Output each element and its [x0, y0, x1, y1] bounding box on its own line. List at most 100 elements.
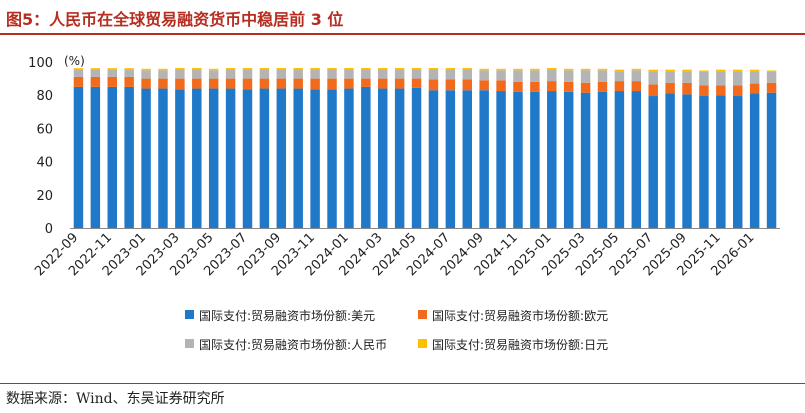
bar-segment-series-3	[90, 68, 101, 70]
bar-group-2023-07	[242, 67, 253, 228]
source-rule	[0, 383, 805, 384]
bar-segment-series-3	[361, 67, 371, 70]
bar-group-2024-08	[462, 67, 472, 228]
bar-segment-series-0	[344, 88, 354, 228]
bar-segment-series-0	[733, 96, 743, 228]
bar-segment-series-3	[648, 69, 658, 72]
bar-segment-series-2	[496, 70, 506, 81]
bar-segment-series-0	[293, 88, 303, 228]
bar-segment-series-2	[394, 69, 405, 79]
bar-segment-series-1	[90, 76, 101, 87]
bar-segment-series-0	[631, 91, 642, 228]
legend-label: 国际支付:贸易融资市场份额:欧元	[432, 308, 608, 323]
x-axis: 2022-092022-112023-012023-032023-052023-…	[32, 228, 780, 279]
y-tick-label: 80	[36, 89, 53, 104]
bar-segment-series-2	[479, 70, 489, 81]
bar-group-2022-11	[107, 68, 117, 229]
bar-group-2023-03	[175, 67, 185, 228]
bar-group-2023-04	[192, 67, 202, 228]
bar-segment-series-2	[276, 69, 287, 79]
bar-segment-series-2	[73, 69, 84, 77]
bar-group-2024-09	[479, 68, 489, 228]
bar-segment-series-3	[614, 69, 625, 72]
bar-group-2026-01	[749, 69, 760, 228]
bar-group-2022-09	[73, 68, 84, 229]
bar-segment-series-0	[445, 90, 456, 228]
bar-segment-series-1	[530, 81, 540, 92]
bar-segment-series-3	[547, 67, 557, 70]
bar-segment-series-2	[428, 69, 439, 80]
bar-segment-series-0	[175, 89, 185, 228]
bar-segment-series-0	[107, 86, 117, 229]
bar-segment-series-3	[479, 68, 489, 71]
bar-segment-series-3	[631, 68, 642, 71]
bar-segment-series-0	[766, 92, 777, 229]
bar-segment-series-2	[411, 69, 422, 79]
bar-group-2024-01	[344, 67, 354, 228]
bar-segment-series-2	[597, 70, 608, 82]
bar-segment-series-0	[479, 90, 489, 228]
bar-segment-series-3	[394, 67, 405, 70]
bar-segment-series-1	[428, 79, 439, 91]
bar-segment-series-3	[107, 68, 117, 70]
bar-group-2023-02	[158, 68, 168, 228]
legend-item-0: 国际支付:贸易融资市场份额:美元	[185, 308, 375, 323]
bar-segment-series-0	[580, 92, 591, 229]
bar-segment-series-2	[749, 71, 760, 84]
y-axis: 0 20 40 60 80 100 (%)	[28, 54, 85, 237]
bar-group-2024-04	[394, 67, 405, 228]
bar-group-2024-10	[496, 68, 506, 228]
bar-segment-series-3	[530, 68, 540, 71]
bar-group-2025-04	[597, 68, 608, 228]
bar-segment-series-3	[158, 68, 168, 71]
bar-segment-series-1	[733, 85, 743, 97]
source-note: 数据来源：Wind、东吴证券研究所	[6, 391, 225, 407]
bar-group-2023-12	[327, 67, 337, 228]
bar-segment-series-0	[513, 91, 523, 228]
bar-segment-series-2	[547, 69, 557, 82]
bar-segment-series-1	[310, 78, 320, 90]
bar-group-2023-10	[293, 67, 303, 228]
bar-segment-series-3	[496, 68, 506, 71]
y-tick-label: 100	[28, 56, 53, 71]
bar-segment-series-2	[124, 69, 134, 77]
bar-segment-series-1	[665, 82, 675, 94]
bar-segment-series-0	[749, 93, 760, 228]
bar-group-2024-02	[361, 67, 371, 229]
bar-group-2023-11	[310, 67, 320, 228]
bar-segment-series-3	[276, 67, 287, 70]
bar-segment-series-0	[259, 88, 270, 228]
bar-segment-series-3	[733, 69, 743, 72]
bar-group-2023-06	[225, 67, 236, 228]
bar-segment-series-2	[682, 71, 692, 83]
legend-label: 国际支付:贸易融资市场份额:人民币	[199, 337, 387, 352]
bar-segment-series-1	[73, 76, 84, 87]
bar-segment-series-3	[293, 67, 303, 70]
bar-segment-series-3	[766, 70, 777, 72]
bar-segment-series-0	[665, 93, 675, 228]
bar-segment-series-1	[479, 80, 489, 91]
bar-segment-series-1	[682, 82, 692, 95]
bar-segment-series-2	[766, 71, 777, 83]
legend-swatch	[418, 310, 427, 319]
stacked-bar-chart: 0 20 40 60 80 100 (%) 2022-092022-112023-01202…	[28, 54, 780, 352]
bar-segment-series-2	[462, 69, 472, 80]
bar-segment-series-3	[716, 69, 726, 72]
bar-segment-series-1	[361, 78, 371, 87]
bar-segment-series-0	[530, 91, 540, 228]
bar-segment-series-2	[107, 69, 117, 77]
bar-group-2024-11	[513, 68, 523, 228]
bar-segment-series-2	[242, 69, 253, 79]
bar-segment-series-1	[547, 81, 557, 92]
bar-segment-series-2	[327, 69, 337, 79]
bar-segment-series-2	[733, 71, 743, 86]
bar-segment-series-3	[699, 70, 709, 72]
bar-group-2024-03	[378, 67, 388, 228]
bar-segment-series-1	[766, 82, 777, 93]
legend-item-1: 国际支付:贸易融资市场份额:欧元	[418, 308, 608, 323]
bar-segment-series-3	[563, 68, 574, 71]
bar-segment-series-3	[462, 67, 472, 70]
bar-segment-series-1	[192, 78, 202, 89]
bar-segment-series-0	[225, 88, 236, 228]
bar-group-2023-01	[141, 68, 151, 228]
